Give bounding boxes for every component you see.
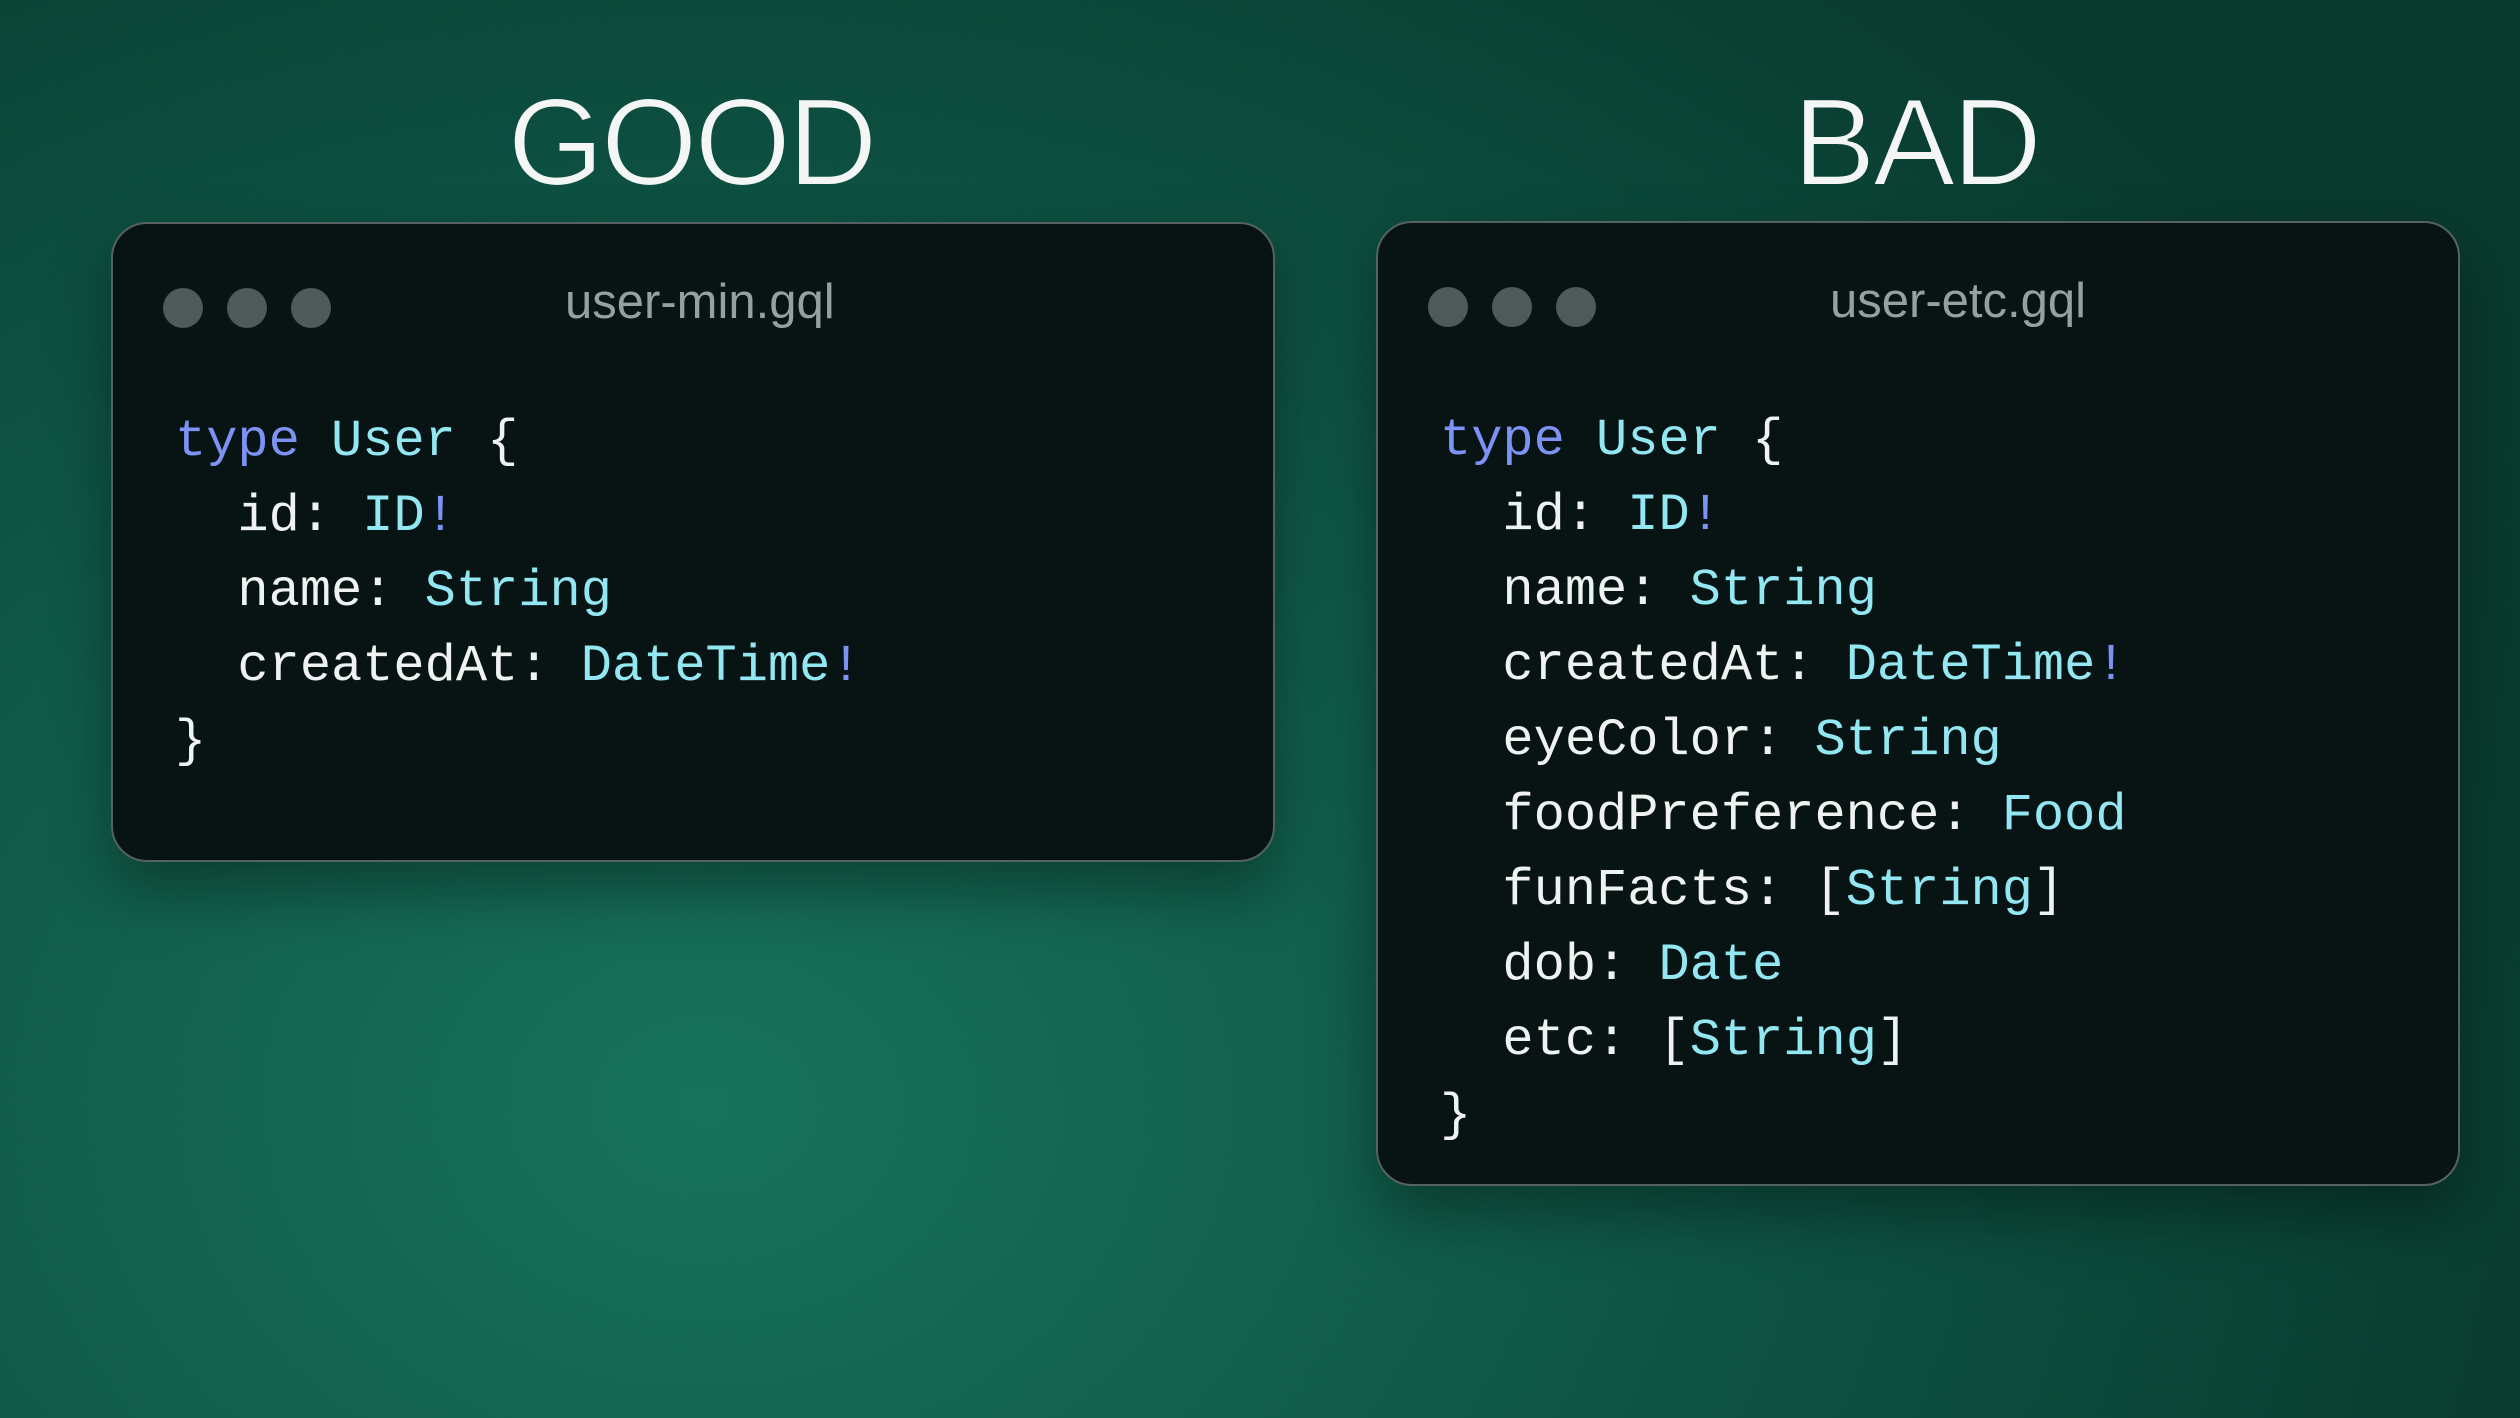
svg-text:BAD: BAD	[1793, 74, 2039, 212]
svg-text:GOOD: GOOD	[508, 74, 875, 212]
